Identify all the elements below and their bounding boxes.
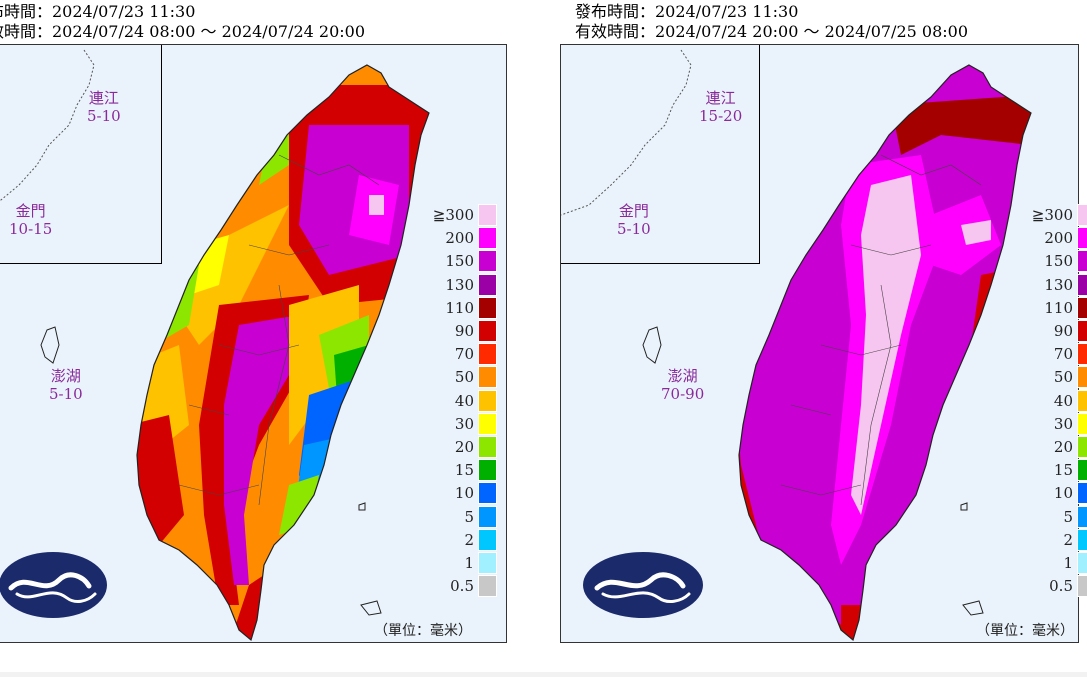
legend-tick-label: 200: [1044, 229, 1073, 248]
rainfall-panel-1: 布時間：2024/07/23 11:30 效時間：2024/07/24 08:0…: [0, 0, 508, 643]
island-label-penghu: 澎湖 70-90: [661, 367, 705, 403]
page-footer-strip: [0, 672, 1087, 677]
legend-swatch: [478, 296, 497, 319]
legend-swatch: [1077, 273, 1087, 296]
legend-tick-label: 0.5: [1049, 577, 1073, 596]
legend-swatch: [478, 320, 497, 342]
legend-tick-label: 1: [1063, 554, 1073, 572]
legend-tick-label: 30: [454, 414, 474, 433]
rainfall-map: 連江 15-20 金門 5-10 澎湖 70-90 （單位：毫米）: [560, 44, 1079, 643]
legend-tick-label: 70: [1053, 345, 1073, 364]
unit-label: （單位：毫米）: [374, 623, 472, 639]
legend-tick-label: 40: [454, 391, 474, 410]
legend-tick-label: 2: [1063, 530, 1073, 549]
legend-tick-label: 150: [445, 252, 474, 271]
legend-tick-label: 0.5: [450, 577, 474, 596]
legend-tick-label: 70: [454, 345, 474, 364]
legend-tick-label: 15: [454, 461, 474, 480]
legend-swatch: [478, 343, 497, 366]
cwa-logo: [0, 552, 107, 618]
legend-tick-label: 10: [1053, 484, 1073, 503]
legend-swatch: [478, 273, 497, 296]
legend-tick-label: 15: [1053, 461, 1073, 480]
island-label-penghu: 澎湖 5-10: [49, 367, 83, 403]
inset-outlying-islands: [561, 45, 760, 264]
legend-tick-label: 110: [1044, 298, 1073, 317]
legend-tick-label: 2: [464, 530, 474, 549]
valid-time: 效時間：2024/07/24 08:00 ～ 2024/07/24 20:00: [0, 22, 366, 41]
legend-swatch: [478, 552, 497, 574]
legend-tick-label: 200: [445, 229, 474, 248]
legend-tick-label: 5: [1063, 507, 1073, 526]
issue-time: 布時間：2024/07/23 11:30: [0, 2, 196, 21]
legend-swatch: [478, 250, 497, 273]
legend-swatch: [1077, 552, 1087, 574]
legend-swatch: [1077, 389, 1087, 412]
legend-tick-label: 10: [454, 484, 474, 503]
legend-swatch: [1077, 343, 1087, 366]
legend-tick-label: 20: [1053, 438, 1073, 456]
legend-tick-label: 90: [454, 322, 474, 340]
coastline-outline: [561, 49, 692, 216]
legend-swatch: [1077, 482, 1087, 505]
legend-swatch: [1077, 436, 1087, 458]
legend-tick-label: 130: [1044, 275, 1073, 294]
legend-swatch: [478, 436, 497, 458]
legend-tick-label: 50: [1053, 368, 1073, 387]
legend-swatch: [478, 459, 497, 482]
legend-swatch: [478, 412, 497, 435]
unit-label: （單位：毫米）: [976, 623, 1074, 639]
legend-swatch: [1077, 204, 1087, 226]
legend-swatch: [478, 575, 497, 598]
legend-swatch: [478, 204, 497, 226]
legend-swatch: [1077, 459, 1087, 482]
legend-tick-label: 30: [1053, 414, 1073, 433]
rainfall-panel-2: 發布時間：2024/07/23 11:30 有效時間：2024/07/24 20…: [557, 0, 1087, 643]
legend-swatch: [478, 505, 497, 528]
legend-tick-label: 40: [1053, 391, 1073, 410]
legend-swatch: [1077, 250, 1087, 273]
legend-tick-label: 90: [1053, 322, 1073, 340]
island-label-matsu: 連江 5-10: [87, 89, 121, 125]
cwa-logo: [583, 552, 703, 618]
legend-swatch: [478, 227, 497, 250]
issue-time: 發布時間：2024/07/23 11:30: [575, 2, 799, 21]
island-label-kinmen: 金門 10-15: [9, 202, 53, 238]
taiwan-rainfall-map-2: [642, 64, 1032, 642]
legend-swatch: [1077, 366, 1087, 389]
legend-swatch: [478, 366, 497, 389]
taiwan-rainfall-map-1: [40, 64, 430, 642]
legend-tick-label: 5: [464, 507, 474, 526]
legend-swatch: [1077, 320, 1087, 342]
legend-swatch: [1077, 227, 1087, 250]
legend-swatch: [1077, 528, 1087, 551]
legend-tick-label: 1: [464, 554, 474, 572]
legend-tick-label: 110: [445, 298, 474, 317]
legend-tick-label: 20: [454, 438, 474, 456]
legend-tick-label: ≧300: [1031, 206, 1073, 224]
legend-swatch: [1077, 296, 1087, 319]
legend-swatch: [1077, 575, 1087, 598]
legend-tick-label: 150: [1044, 252, 1073, 271]
island-label-matsu: 連江 15-20: [699, 89, 743, 125]
legend-tick-label: 130: [445, 275, 474, 294]
coastline-outline: [0, 49, 95, 201]
rainfall-map: 連江 5-10 金門 10-15 澎湖 5-10 （單位：毫米）: [0, 44, 507, 643]
legend-swatch: [478, 528, 497, 551]
legend-tick-label: ≧300: [432, 206, 474, 224]
island-label-kinmen: 金門 5-10: [617, 202, 651, 238]
legend-tick-label: 50: [454, 368, 474, 387]
legend-swatch: [478, 389, 497, 412]
legend-swatch: [478, 482, 497, 505]
legend-swatch: [1077, 505, 1087, 528]
valid-time: 有效時間：2024/07/24 20:00 ～ 2024/07/25 08:00: [575, 22, 969, 41]
legend-swatch: [1077, 412, 1087, 435]
inset-outlying-islands: [0, 45, 162, 264]
